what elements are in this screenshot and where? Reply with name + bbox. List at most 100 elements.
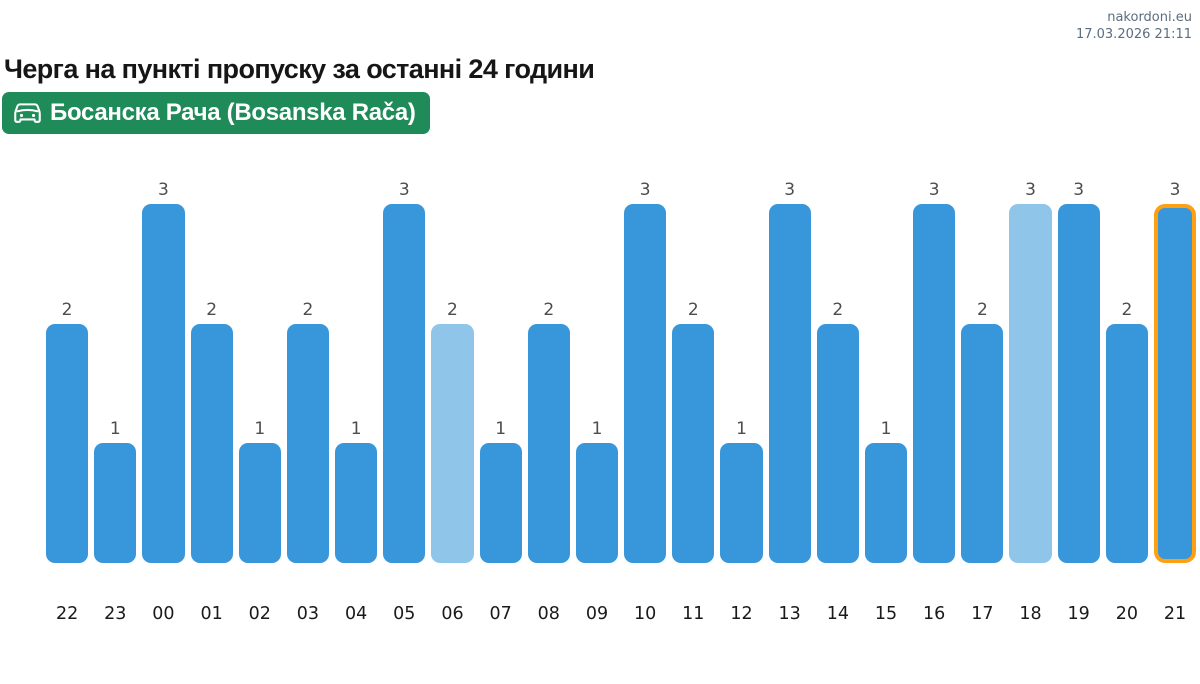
x-axis-label: 06	[441, 604, 464, 624]
bar-value-label: 3	[158, 180, 169, 200]
bar-column: 1 09	[575, 170, 619, 624]
bar-hour-06[interactable]	[431, 324, 474, 563]
x-axis-label: 03	[296, 604, 320, 624]
bar-value-label: 3	[1169, 180, 1181, 200]
bar-hour-14[interactable]	[816, 324, 859, 563]
x-axis-label: 23	[104, 604, 127, 624]
site-header: nakordoni.eu 17.03.2026 21:11	[1076, 9, 1192, 43]
x-axis-label: 02	[248, 604, 271, 624]
x-axis-label: 09	[585, 604, 609, 624]
bar-column: 1 04	[335, 170, 378, 624]
bar-column: 2 03	[286, 170, 330, 624]
bar-value-label: 3	[398, 180, 410, 200]
bar-column: 1 15	[864, 170, 908, 624]
bar-hour-02[interactable]	[238, 443, 281, 563]
bar-column: 2 06	[431, 170, 474, 624]
bar-value-label: 1	[350, 419, 362, 439]
x-axis-label: 21	[1163, 604, 1187, 624]
bar-value-label: 2	[832, 300, 844, 320]
checkpoint-name: Босанска Рача (Bosanska Rača)	[50, 99, 416, 126]
x-axis-label: 11	[682, 604, 705, 624]
bar-hour-15[interactable]	[864, 443, 908, 563]
x-axis-label: 17	[971, 604, 994, 624]
x-axis-label: 12	[730, 604, 753, 624]
bar-column: 2 22	[46, 170, 89, 624]
bar-hour-03[interactable]	[286, 324, 330, 563]
bar-value-label: 2	[976, 300, 988, 320]
bar-column: 3 19	[1057, 170, 1100, 624]
bar-hour-18[interactable]	[1009, 204, 1052, 563]
bar-column: 3 21	[1153, 170, 1197, 624]
x-axis-label: 20	[1115, 604, 1138, 624]
bar-hour-09[interactable]	[575, 443, 619, 563]
checkpoint-badge[interactable]: Босанска Рача (Bosanska Rača)	[2, 92, 430, 134]
x-axis-label: 07	[489, 604, 512, 624]
bar-hour-08[interactable]	[527, 324, 570, 563]
bar-hour-05[interactable]	[383, 204, 426, 563]
bar-column: 3 18	[1009, 170, 1052, 624]
bar-column: 3 00	[142, 170, 185, 624]
bar-hour-01[interactable]	[190, 324, 233, 563]
bar-value-label: 1	[736, 419, 747, 439]
bar-column: 3 16	[913, 170, 956, 624]
x-axis-label: 01	[200, 604, 223, 624]
bar-column: 2 17	[961, 170, 1004, 624]
bar-value-label: 2	[61, 300, 73, 320]
x-axis-label: 15	[874, 604, 898, 624]
x-axis-label: 10	[634, 604, 657, 624]
bar-column: 1 23	[94, 170, 137, 624]
car-front-icon	[14, 101, 41, 126]
timestamp: 17.03.2026 21:11	[1075, 27, 1192, 42]
bar-hour-20[interactable]	[1105, 324, 1148, 563]
x-axis-label: 19	[1067, 604, 1090, 624]
bar-hour-21[interactable]	[1153, 204, 1197, 563]
bar-value-label: 3	[639, 180, 651, 200]
x-axis-label: 05	[393, 604, 416, 624]
bar-hour-17[interactable]	[961, 324, 1004, 563]
bar-value-label: 2	[543, 300, 555, 320]
bar-column: 2 01	[190, 170, 233, 624]
bar-hour-22[interactable]	[46, 324, 89, 563]
bar-value-label: 2	[1121, 300, 1133, 320]
x-axis-label: 08	[537, 604, 560, 624]
bar-column: 2 11	[672, 170, 715, 624]
queue-bar-chart: 2 22 1 23 3 00 2 01 1 02 2 03 1 04 3 05 2 06 1 07 2 08 1 09 3 10 2…	[46, 170, 1197, 624]
bar-value-label: 1	[591, 419, 603, 439]
site-name[interactable]: nakordoni.eu	[1107, 10, 1192, 25]
bar-hour-10[interactable]	[624, 204, 667, 563]
bar-value-label: 1	[109, 419, 121, 439]
bar-hour-11[interactable]	[672, 324, 715, 563]
bar-hour-13[interactable]	[768, 204, 811, 563]
bar-hour-16[interactable]	[913, 204, 956, 563]
bar-value-label: 2	[447, 300, 458, 320]
x-axis-label: 00	[152, 604, 175, 624]
bar-hour-00[interactable]	[142, 204, 185, 563]
bar-column: 1 07	[479, 170, 522, 624]
bar-value-label: 1	[880, 419, 892, 439]
bar-value-label: 2	[687, 300, 699, 320]
bar-value-label: 3	[1025, 180, 1036, 200]
bar-hour-12[interactable]	[720, 443, 763, 563]
bar-hour-19[interactable]	[1057, 204, 1100, 563]
bar-value-label: 2	[206, 300, 218, 320]
bar-hour-07[interactable]	[479, 443, 522, 563]
x-axis-label: 22	[55, 604, 79, 624]
bar-column: 2 08	[527, 170, 570, 624]
bar-value-label: 3	[928, 180, 940, 200]
bar-column: 3 13	[768, 170, 811, 624]
bar-hour-04[interactable]	[335, 443, 378, 563]
bar-column: 1 12	[720, 170, 763, 624]
bar-value-label: 1	[495, 419, 507, 439]
page-title: Черга на пункті пропуску за останні 24 г…	[4, 54, 595, 84]
bar-column: 3 05	[383, 170, 426, 624]
bar-column: 2 14	[816, 170, 859, 624]
bar-value-label: 2	[302, 300, 314, 320]
x-axis-label: 18	[1019, 604, 1042, 624]
x-axis-label: 04	[344, 604, 368, 624]
x-axis-label: 14	[826, 604, 849, 624]
bar-column: 2 20	[1105, 170, 1148, 624]
x-axis-label: 13	[778, 604, 801, 624]
bar-value-label: 3	[784, 180, 796, 200]
bar-hour-23[interactable]	[94, 443, 137, 563]
bar-column: 1 02	[238, 170, 281, 624]
